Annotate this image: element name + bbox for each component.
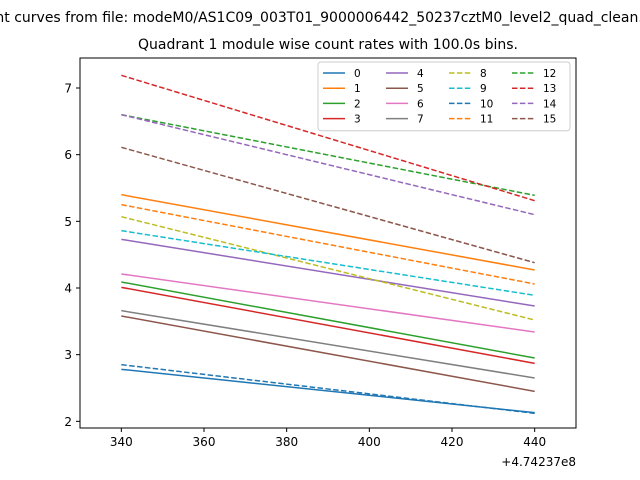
figure-suptitle: Light curves from file: modeM0/AS1C09_00… [0, 10, 640, 26]
legend-label-9: 9 [480, 83, 487, 95]
series-line-15 [121, 147, 534, 262]
legend-label-6: 6 [417, 98, 424, 110]
legend-label-12: 12 [543, 68, 556, 80]
series-line-3 [121, 287, 534, 363]
series-line-2 [121, 282, 534, 358]
series-line-5 [121, 316, 534, 391]
legend-label-1: 1 [354, 83, 361, 95]
chart-title: Quadrant 1 module wise count rates with … [138, 37, 518, 53]
y-tick-label: 3 [64, 348, 72, 362]
series-line-7 [121, 311, 534, 378]
legend-label-10: 10 [480, 98, 493, 110]
x-tick-label: 380 [275, 435, 298, 449]
legend-label-11: 11 [480, 114, 493, 126]
legend-label-14: 14 [543, 98, 557, 110]
legend-label-8: 8 [480, 68, 487, 80]
legend-label-5: 5 [417, 83, 424, 95]
x-axis-offset-label: +4.74237e8 [501, 455, 576, 469]
x-tick-label: 400 [358, 435, 381, 449]
axis-ticks: 340 360 380 400 420 440 2 3 4 5 6 7 [64, 82, 546, 450]
legend-label-4: 4 [417, 68, 424, 80]
x-tick-label: 360 [193, 435, 216, 449]
y-tick-label: 4 [64, 282, 72, 296]
series-line-9 [121, 231, 534, 296]
legend-label-0: 0 [354, 68, 361, 80]
legend-label-15: 15 [543, 114, 556, 126]
y-tick-label: 5 [64, 215, 72, 229]
x-tick-label: 420 [441, 435, 464, 449]
legend-label-13: 13 [543, 83, 556, 95]
x-tick-label: 340 [110, 435, 133, 449]
series-line-6 [121, 274, 534, 332]
legend-label-7: 7 [417, 114, 424, 126]
y-tick-label: 7 [64, 82, 72, 96]
series-line-0 [121, 369, 534, 412]
y-tick-label: 6 [64, 148, 72, 162]
legend-label-2: 2 [354, 98, 361, 110]
y-tick-label: 2 [64, 415, 72, 429]
legend-label-3: 3 [354, 114, 361, 126]
x-tick-label: 440 [523, 435, 546, 449]
